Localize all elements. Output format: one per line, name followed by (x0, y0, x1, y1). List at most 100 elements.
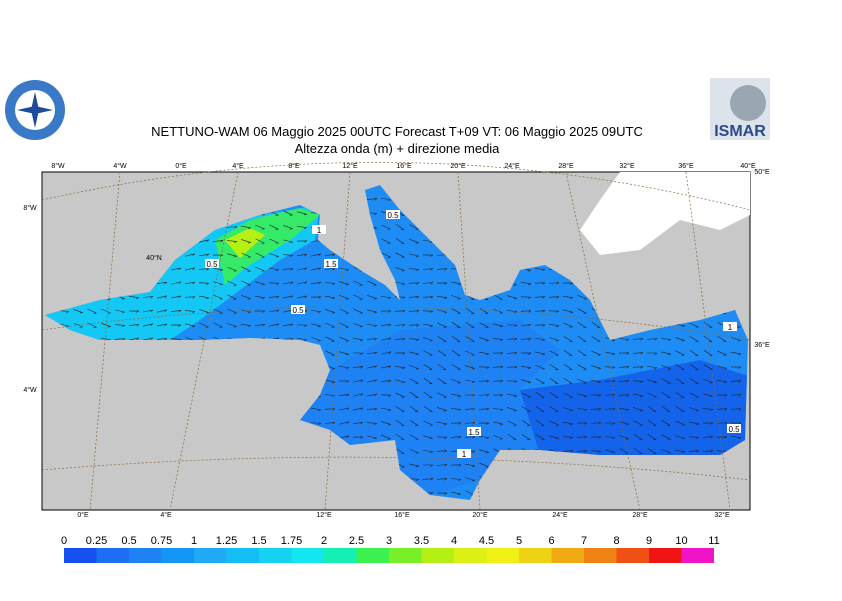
wave-arrow (605, 449, 615, 454)
wave-arrow (338, 380, 350, 383)
wave-arrow (255, 238, 265, 244)
wave-arrow (563, 421, 574, 426)
contour-label: 1.5 (325, 260, 337, 269)
wave-arrow (87, 308, 97, 314)
wave-arrow (479, 337, 489, 342)
wave-arrow (548, 296, 560, 299)
wave-arrow (437, 309, 447, 314)
wave-arrow (535, 378, 545, 384)
wave-arrow (269, 309, 280, 313)
wave-arrow (409, 434, 419, 440)
wave-arrow (717, 336, 727, 342)
wave-arrow (339, 308, 349, 314)
colorbar-label: 4.5 (479, 535, 494, 547)
wave-arrow (325, 309, 335, 314)
colorbar-box (194, 548, 227, 563)
grid-label: 50°E (754, 168, 770, 176)
wave-arrow (185, 267, 196, 271)
wave-arrow (422, 478, 434, 481)
wave-arrow (436, 450, 448, 453)
wave-arrow (506, 352, 518, 355)
sea-zone (215, 208, 320, 285)
wave-arrow (255, 324, 266, 327)
wave-arrow (310, 296, 322, 299)
colorbar-label: 3.5 (414, 535, 429, 547)
wave-arrow (325, 336, 335, 342)
wave-arrow (703, 393, 713, 398)
lon-label: 0°E (77, 511, 89, 519)
wave-arrow (492, 366, 504, 369)
wave-arrow (465, 380, 476, 383)
wave-arrow (339, 281, 349, 286)
colorbar-box (421, 548, 454, 563)
wave-arrow (591, 321, 601, 329)
wave-arrow (241, 266, 251, 272)
wave-arrow (367, 309, 377, 314)
wave-arrow (241, 225, 252, 230)
wave-arrow (381, 197, 392, 202)
wave-arrow (409, 238, 419, 244)
wave-arrow (563, 363, 573, 371)
wave-arrow (702, 436, 714, 439)
wave-arrow (521, 433, 531, 441)
wave-arrow (128, 310, 140, 313)
wave-arrow (423, 450, 434, 453)
wave-arrow (717, 365, 727, 370)
wave-arrow (535, 392, 545, 398)
colorbar-label: 7 (581, 535, 587, 547)
wave-arrow (590, 394, 602, 397)
colorbar-box (259, 548, 292, 563)
wave-arrow (492, 394, 504, 397)
wave-arrow (633, 447, 643, 455)
lon-label: 20°E (472, 511, 488, 519)
wave-arrow (689, 407, 699, 412)
wave-arrow (408, 338, 420, 341)
wave-arrow (618, 408, 630, 411)
grid-label: 8°W (23, 204, 37, 212)
wave-arrow (115, 309, 125, 314)
wave-arrow (465, 336, 475, 342)
wave-arrow (507, 295, 517, 300)
wave-arrow (409, 378, 419, 384)
wave-arrow (451, 491, 461, 496)
wave-arrow (451, 294, 461, 300)
grid-label: 36°E (754, 341, 770, 349)
colorbar-label: 1.75 (281, 535, 302, 547)
wave-arrow (381, 407, 392, 412)
wave-arrow (465, 477, 475, 482)
wave-arrow (689, 336, 699, 342)
lon-label: 16°E (396, 162, 412, 170)
wave-arrow (227, 253, 237, 258)
wave-arrow (255, 224, 265, 230)
wave-arrow (381, 421, 391, 426)
colorbar-box (64, 548, 97, 563)
wave-arrow (114, 324, 126, 327)
wave-arrow (591, 336, 601, 342)
colorbar-box (649, 548, 682, 563)
wave-arrow (422, 296, 434, 299)
lon-label: 20°E (450, 162, 466, 170)
wave-arrow (381, 380, 392, 383)
wave-arrow (408, 478, 420, 481)
wave-arrow (241, 252, 251, 258)
wave-arrow (577, 364, 587, 370)
wave-arrow (269, 267, 280, 272)
wave-arrow (213, 308, 223, 314)
wave-arrow (269, 238, 279, 244)
wave-arrow (549, 406, 559, 412)
wave-arrow (395, 419, 405, 427)
wave-arrow (590, 380, 602, 383)
sea-zone (520, 360, 748, 460)
wave-arrow (451, 308, 461, 314)
wave-arrow (493, 434, 503, 440)
wave-arrow (395, 223, 405, 231)
wave-arrow (101, 323, 111, 328)
wave-arrow (437, 421, 448, 426)
wave-arrow (269, 224, 279, 230)
wave-arrow (478, 408, 490, 411)
wave-arrow (577, 393, 587, 398)
wave-arrow (395, 406, 405, 412)
wave-arrow (227, 266, 237, 272)
wave-arrow (171, 310, 182, 313)
wave-arrow (618, 352, 630, 355)
